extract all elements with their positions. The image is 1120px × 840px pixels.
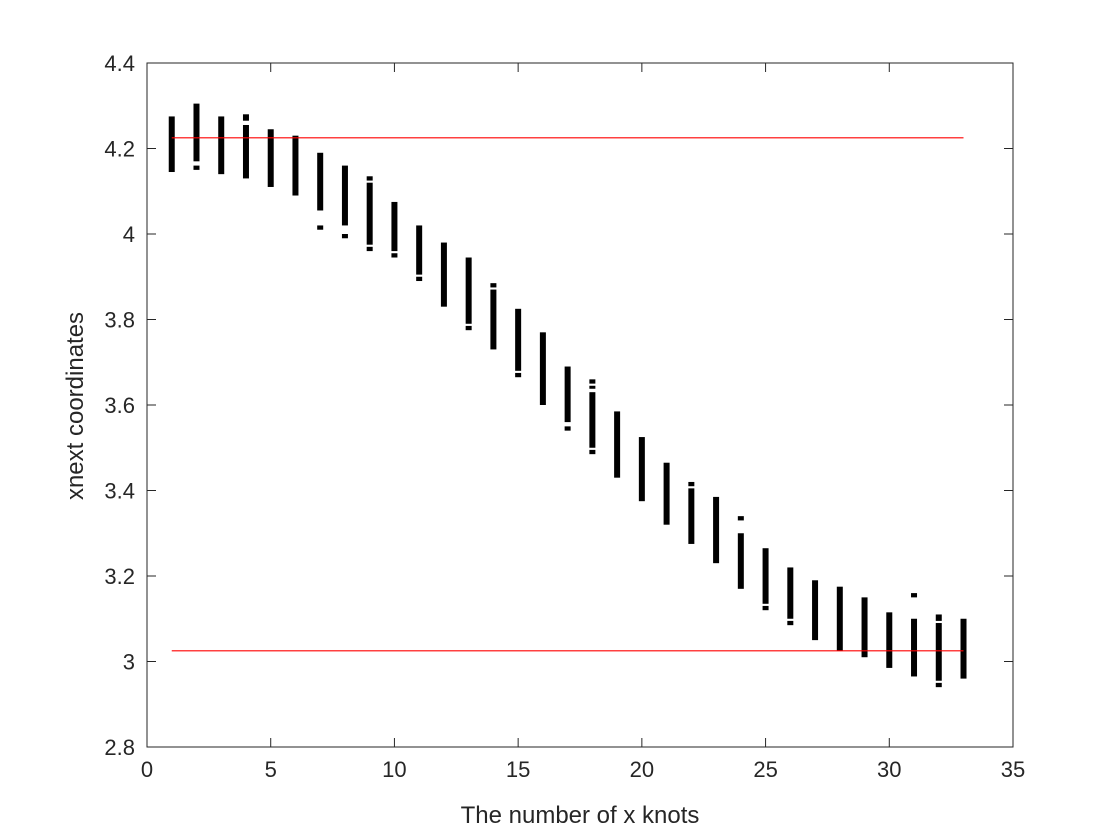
data-point-range — [490, 283, 497, 288]
plot-area — [146, 62, 1014, 748]
data-point-range — [812, 580, 819, 641]
data-point-range — [193, 103, 200, 162]
data-point-range — [762, 605, 769, 611]
data-point-range — [366, 182, 373, 245]
data-point-range — [440, 242, 447, 307]
y-tick-label: 3.2 — [104, 564, 135, 589]
data-point-range — [515, 372, 522, 378]
data-point-range — [341, 165, 348, 226]
data-point-range — [242, 124, 249, 179]
data-point-range — [168, 116, 175, 173]
data-point-range — [193, 165, 200, 170]
data-point-range — [737, 533, 744, 589]
data-point-range — [638, 437, 645, 502]
data-point-range — [737, 516, 744, 521]
y-tick-label: 3.8 — [104, 308, 135, 333]
data-point-range — [886, 612, 893, 668]
data-point-range — [218, 116, 225, 175]
data-point-range — [861, 597, 868, 658]
data-point-range — [589, 379, 596, 384]
data-point-range — [960, 618, 967, 679]
x-tick-label: 0 — [141, 757, 153, 782]
data-point-range — [911, 593, 918, 598]
y-axis: 2.8 3 3.2 3.4 3.6 3.8 4 4.2 4.4 — [104, 51, 1013, 760]
data-point-range — [688, 481, 695, 487]
data-point-range — [713, 496, 720, 564]
y-tick-label: 3.4 — [104, 479, 135, 504]
data-point-range — [935, 682, 942, 688]
x-tick-label: 20 — [630, 757, 654, 782]
data-point-range — [391, 253, 398, 258]
data-point-range — [836, 586, 843, 651]
data-point-range — [490, 289, 497, 350]
data-point-range — [935, 623, 942, 681]
data-point-range — [589, 392, 596, 448]
data-point-range — [416, 225, 423, 275]
data-point-range — [341, 234, 348, 239]
data-point-range — [317, 152, 324, 211]
data-point-range — [564, 426, 571, 431]
y-tick-label: 3.6 — [104, 393, 135, 418]
data-point-range — [688, 488, 695, 544]
data-point-range — [564, 366, 571, 423]
x-tick-label: 5 — [265, 757, 277, 782]
data-point-range — [539, 332, 546, 405]
y-tick-label: 4.4 — [104, 51, 135, 76]
y-tick-label: 4 — [123, 222, 135, 247]
x-tick-label: 15 — [506, 757, 530, 782]
data-point-range — [935, 614, 942, 621]
data-point-range — [366, 176, 373, 181]
x-tick-label: 10 — [382, 757, 406, 782]
data-point-range — [416, 276, 423, 282]
x-axis-title: The number of x knots — [461, 802, 700, 829]
data-point-range — [465, 257, 472, 324]
x-tick-label: 25 — [753, 757, 777, 782]
x-tick-label: 30 — [877, 757, 901, 782]
data-point-range — [911, 618, 918, 677]
data-point-range — [242, 114, 249, 121]
data-point-range — [391, 201, 398, 252]
data-point-range — [663, 462, 670, 525]
data-point-range — [292, 135, 299, 196]
data-point-range — [614, 411, 621, 478]
x-axis: 0 5 10 15 20 25 30 35 — [141, 63, 1025, 782]
data-point-range — [267, 129, 274, 187]
y-axis-title: xnext coordinates — [62, 312, 89, 500]
data-point-range — [465, 325, 472, 331]
x-tick-label: 35 — [1001, 757, 1025, 782]
data-point-range — [366, 246, 373, 252]
data-point-range — [589, 449, 596, 455]
y-tick-label: 3 — [123, 650, 135, 675]
data-point-range — [787, 567, 794, 619]
data-point-range — [317, 225, 324, 230]
data-point-range — [589, 385, 596, 389]
data-point-range — [515, 308, 522, 371]
y-tick-label: 2.8 — [104, 735, 135, 760]
data-point-range — [787, 620, 794, 626]
y-tick-label: 4.2 — [104, 137, 135, 162]
data-point-range — [762, 548, 769, 604]
